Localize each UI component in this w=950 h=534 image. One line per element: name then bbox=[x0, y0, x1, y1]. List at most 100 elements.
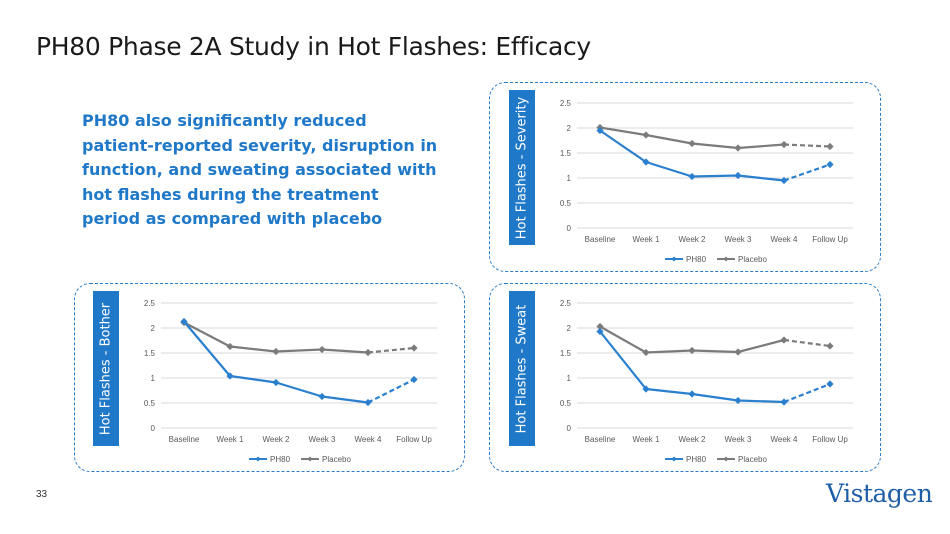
y-tick-label: 2 bbox=[151, 324, 156, 333]
severity-panel bbox=[489, 82, 881, 272]
legend-marker bbox=[671, 456, 677, 462]
severity-label-text: Hot Flashes - Severity bbox=[514, 96, 530, 239]
data-point-placebo bbox=[734, 348, 742, 356]
x-tick-label: Week 4 bbox=[355, 435, 383, 444]
y-tick-label: 0.5 bbox=[560, 199, 572, 208]
y-tick-label: 0 bbox=[151, 424, 156, 433]
sweat-panel bbox=[489, 283, 881, 472]
y-tick-label: 1 bbox=[151, 374, 156, 383]
legend-marker bbox=[671, 256, 677, 262]
data-point-ph80 bbox=[688, 390, 696, 398]
data-point-placebo bbox=[826, 342, 834, 350]
sweat-chart: 0 0.5 1 1.5 2 2.5 Baseline Week 1 Week 2 Week 3 We… bbox=[560, 299, 853, 464]
data-point-ph80 bbox=[318, 392, 326, 401]
x-tick-label: Baseline bbox=[169, 435, 200, 444]
severity-label: Hot Flashes - Severity bbox=[509, 90, 535, 245]
bother-label-text: Hot Flashes - Bother bbox=[98, 302, 114, 435]
y-tick-label: 2.5 bbox=[560, 299, 572, 308]
series-followup-placebo bbox=[783, 338, 831, 348]
y-tick-label: 2 bbox=[567, 124, 572, 133]
bother-panel bbox=[74, 283, 465, 472]
data-point-ph80 bbox=[734, 171, 742, 180]
legend-label: Placebo bbox=[322, 455, 351, 464]
legend-label: Placebo bbox=[738, 255, 767, 264]
severity-chart: 0 0.5 1 1.5 2 2.5 Baseline Week 1 Week 2 Week 3 We… bbox=[560, 99, 853, 264]
data-point-ph80 bbox=[642, 385, 650, 393]
y-tick-label: 0.5 bbox=[144, 399, 156, 408]
legend-marker bbox=[723, 256, 729, 262]
legend-label: PH80 bbox=[686, 455, 707, 464]
x-tick-label: Week 1 bbox=[633, 435, 661, 444]
data-point-placebo bbox=[272, 347, 280, 356]
slide-title: PH80 Phase 2A Study in Hot Flashes: Effi… bbox=[36, 32, 591, 61]
data-point-placebo bbox=[318, 345, 326, 354]
data-point-placebo bbox=[780, 140, 788, 149]
y-tick-label: 1 bbox=[567, 374, 572, 383]
series-followup-placebo bbox=[783, 143, 831, 148]
data-point-ph80 bbox=[642, 158, 650, 166]
legend-label: PH80 bbox=[270, 455, 291, 464]
x-tick-label: Week 4 bbox=[771, 235, 799, 244]
sweat-label: Hot Flashes - Sweat bbox=[509, 291, 535, 446]
data-point-placebo bbox=[642, 348, 650, 357]
x-tick-label: Baseline bbox=[585, 435, 616, 444]
y-tick-label: 2.5 bbox=[144, 299, 156, 308]
data-point-ph80 bbox=[780, 176, 788, 185]
data-point-ph80 bbox=[272, 378, 280, 387]
series-followup-placebo bbox=[367, 346, 415, 354]
y-tick-label: 1.5 bbox=[560, 349, 572, 358]
data-point-placebo bbox=[642, 131, 650, 139]
y-tick-label: 2 bbox=[567, 324, 572, 333]
x-tick-label: Follow Up bbox=[396, 435, 432, 444]
data-point-ph80 bbox=[826, 380, 834, 388]
data-point-placebo bbox=[364, 348, 372, 357]
series-followup-ph80 bbox=[783, 163, 831, 182]
legend-marker bbox=[307, 456, 313, 462]
data-point-ph80 bbox=[410, 375, 418, 384]
x-tick-label: Follow Up bbox=[812, 435, 848, 444]
data-point-ph80 bbox=[596, 327, 604, 336]
data-point-ph80 bbox=[734, 396, 742, 405]
series-followup-ph80 bbox=[783, 382, 831, 404]
x-tick-label: Baseline bbox=[585, 235, 616, 244]
legend-label: PH80 bbox=[686, 255, 707, 264]
x-tick-label: Week 1 bbox=[633, 235, 661, 244]
bother-label: Hot Flashes - Bother bbox=[93, 291, 119, 446]
data-point-placebo bbox=[688, 346, 696, 355]
page-number: 33 bbox=[36, 489, 48, 500]
series-followup-ph80 bbox=[367, 378, 415, 404]
y-tick-label: 2.5 bbox=[560, 99, 572, 108]
y-tick-label: 1.5 bbox=[560, 149, 572, 158]
data-point-ph80 bbox=[596, 126, 604, 135]
x-tick-label: Follow Up bbox=[812, 235, 848, 244]
vistagen-logo: Vistagen bbox=[826, 479, 933, 508]
data-point-placebo bbox=[826, 142, 834, 151]
x-tick-label: Week 4 bbox=[771, 435, 799, 444]
x-tick-label: Week 3 bbox=[309, 435, 337, 444]
data-point-placebo bbox=[688, 139, 696, 148]
x-tick-label: Week 3 bbox=[725, 435, 753, 444]
data-point-ph80 bbox=[780, 398, 788, 406]
legend-marker bbox=[723, 456, 729, 462]
data-point-ph80 bbox=[364, 398, 372, 407]
data-point-ph80 bbox=[180, 317, 188, 326]
y-tick-label: 0 bbox=[567, 224, 572, 233]
data-point-placebo bbox=[226, 342, 234, 351]
y-tick-label: 0 bbox=[567, 424, 572, 433]
x-tick-label: Week 2 bbox=[679, 435, 707, 444]
bother-chart: 0 0.5 1 1.5 2 2.5 Baseline Week 1 Week 2 Week 3 We… bbox=[144, 299, 437, 464]
x-tick-label: Week 1 bbox=[217, 435, 245, 444]
y-tick-label: 0.5 bbox=[560, 399, 572, 408]
sweat-label-text: Hot Flashes - Sweat bbox=[514, 304, 530, 433]
y-tick-label: 1.5 bbox=[144, 349, 156, 358]
data-point-placebo bbox=[410, 344, 418, 352]
legend-marker bbox=[255, 456, 261, 462]
data-point-ph80 bbox=[226, 372, 234, 380]
y-tick-label: 1 bbox=[567, 174, 572, 183]
data-point-ph80 bbox=[688, 172, 696, 181]
data-point-placebo bbox=[780, 336, 788, 344]
data-point-ph80 bbox=[826, 160, 834, 169]
data-point-placebo bbox=[734, 144, 742, 152]
series-line-ph80 bbox=[183, 320, 369, 404]
x-tick-label: Week 2 bbox=[679, 235, 707, 244]
